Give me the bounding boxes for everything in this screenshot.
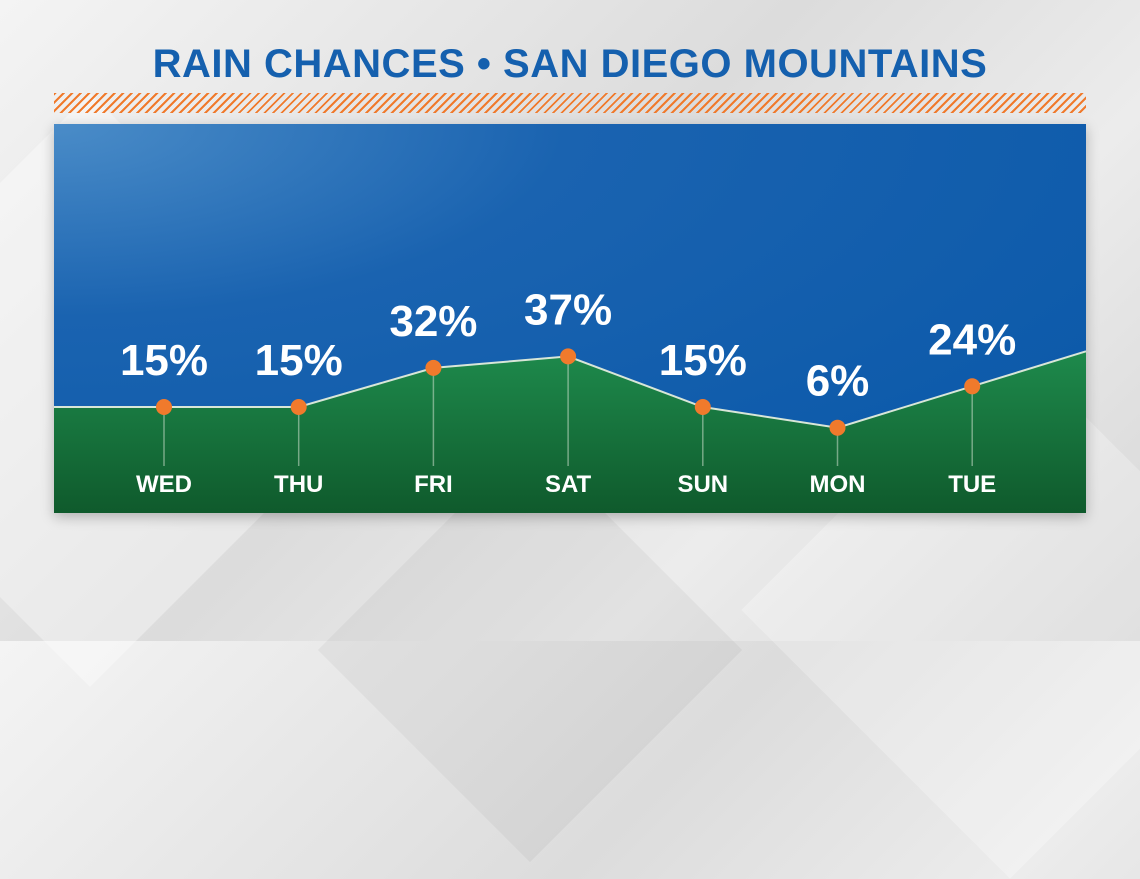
title-underline-hatch bbox=[54, 93, 1086, 113]
point-tue bbox=[964, 378, 981, 395]
point-thu bbox=[290, 399, 307, 415]
ground-area bbox=[54, 351, 1086, 513]
point-fri bbox=[425, 359, 442, 376]
day-label-sat: SAT bbox=[545, 471, 592, 498]
value-label-wed: 15% bbox=[120, 336, 208, 385]
day-label-sun: SUN bbox=[677, 471, 728, 498]
point-wed bbox=[156, 399, 172, 415]
value-label-thu: 15% bbox=[255, 336, 343, 385]
value-label-sat: 37% bbox=[524, 285, 612, 334]
value-label-tue: 24% bbox=[928, 315, 1016, 364]
day-label-fri: FRI bbox=[414, 471, 453, 498]
day-label-wed: WED bbox=[136, 471, 192, 498]
value-label-sun: 15% bbox=[659, 336, 747, 385]
value-label-fri: 32% bbox=[389, 297, 477, 346]
value-label-mon: 6% bbox=[806, 357, 870, 406]
day-label-tue: TUE bbox=[948, 471, 996, 498]
chart-title: RAIN CHANCES • SAN DIEGO MOUNTAINS bbox=[152, 42, 988, 86]
day-label-thu: THU bbox=[274, 471, 323, 498]
rain-chance-chart: 15% WED 15% THU 32% FRI 37% SAT 15% SUN 6% MON 24% TU… bbox=[54, 285, 1087, 513]
day-label-mon: MON bbox=[810, 471, 866, 498]
point-sat bbox=[560, 348, 577, 365]
point-mon bbox=[829, 419, 846, 436]
point-sun bbox=[694, 399, 711, 415]
